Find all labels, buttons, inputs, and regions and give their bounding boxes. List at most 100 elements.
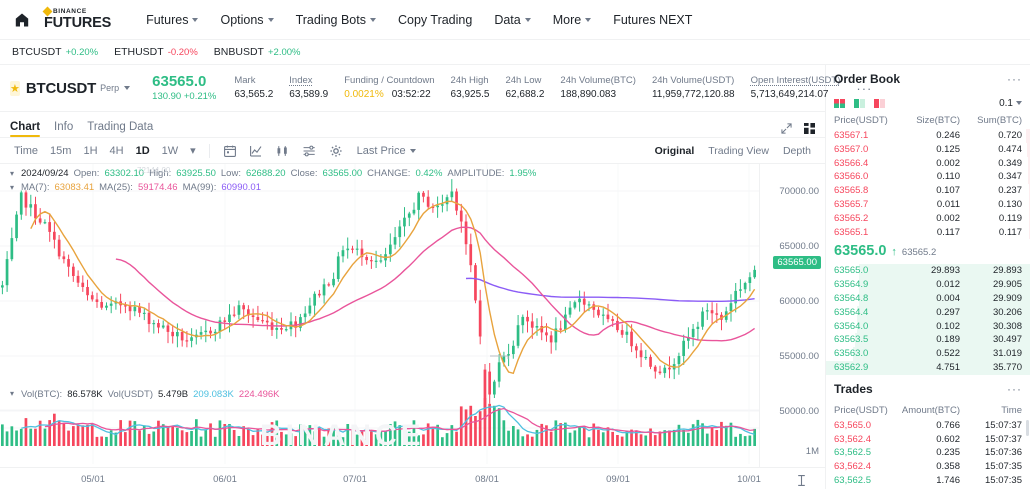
volume-legend: ▾ Vol(BTC): 86.578K Vol(USDT) 5.479B 209.0… (10, 389, 280, 400)
nav-item-copy-trading[interactable]: Copy Trading (387, 13, 483, 27)
ob-sum: 0.119 (998, 212, 1022, 224)
order-book-row[interactable]: 63564.4 0.297 30.206 (826, 305, 1030, 320)
symbol-name[interactable]: BTCUSDT (25, 79, 97, 97)
time-axis[interactable]: 05/01 06/01 07/01 08/01 09/01 10/01 (0, 467, 825, 489)
order-book-row[interactable]: 63563.5 0.189 30.497 (826, 333, 1030, 348)
ticker-item-bnbusdt[interactable]: BNBUSDT +2.00% (214, 46, 301, 58)
price-tick: 60000.00 (779, 296, 819, 307)
view-tab-original[interactable]: Original (654, 144, 695, 157)
expand-icon[interactable] (781, 123, 792, 134)
view-tab-depth[interactable]: Depth (782, 144, 811, 157)
gear-icon[interactable] (323, 144, 349, 157)
interval-1h[interactable]: 1H (83, 144, 98, 157)
interval-1w[interactable]: 1W (161, 144, 179, 157)
ticker-item-ethusdt[interactable]: ETHUSDT -0.20% (114, 46, 198, 58)
tab-info[interactable]: Info (54, 121, 74, 133)
order-book-row[interactable]: 63564.0 0.102 30.308 (826, 319, 1030, 334)
binance-futures-logo[interactable]: BINANCE FUTURES (42, 6, 111, 31)
volume-tick: 1M (805, 446, 819, 457)
crosshair-toggle-icon[interactable] (796, 475, 807, 486)
indicator-chart-icon[interactable] (243, 145, 269, 157)
order-book-row[interactable]: 63563.0 0.522 31.019 (826, 347, 1030, 361)
collapse-chevron-icon[interactable]: ▾ (10, 389, 15, 398)
ob-price: 63565.1 (834, 226, 869, 238)
ohlc-date: 2024/09/24 (21, 168, 69, 179)
nav-item-futures[interactable]: Futures (135, 13, 209, 27)
layout-grid-icon[interactable] (804, 123, 815, 134)
trades-more-button[interactable]: ··· (1007, 381, 1022, 396)
calendar-icon[interactable] (217, 145, 243, 157)
stat-value: 188,890.083 (560, 88, 617, 100)
contract-type-label: Perp (100, 83, 120, 93)
settings-sliders-icon[interactable] (296, 145, 323, 157)
order-book-row[interactable]: 63564.8 0.004 29.909 (826, 291, 1030, 306)
collapse-chevron-icon[interactable]: ▾ (10, 169, 15, 178)
favorite-star-icon[interactable]: ★ (10, 80, 20, 96)
order-book-row[interactable]: 63566.0 0.110 0.347 (826, 170, 1030, 185)
stat-label[interactable]: Index (289, 74, 313, 86)
depth-bar (858, 278, 1030, 292)
chart-toolbar: Time 15m 1H 4H 1D 1W ▾ Last Price Origin… (0, 138, 825, 164)
order-book-row[interactable]: 63564.9 0.012 29.905 (826, 278, 1030, 292)
depth-bar (858, 291, 1030, 306)
order-book-more-button[interactable]: ··· (1007, 72, 1022, 86)
ob-size: 0.012 (936, 279, 960, 291)
orderbook-tick-size-selector[interactable]: 0.1 (999, 98, 1022, 109)
order-book-controls: 0.1 (826, 93, 1030, 113)
order-book-row[interactable]: 63567.0 0.125 0.474 (826, 142, 1030, 157)
orderbook-view-bids-icon[interactable] (854, 98, 865, 108)
orderbook-view-both-icon[interactable] (834, 98, 845, 108)
toolbar-time-label[interactable]: Time (14, 144, 39, 157)
ohlc-amplitude-label: AMPLITUDE: (447, 168, 505, 179)
ticker-item-btcusdt[interactable]: BTCUSDT +0.20% (12, 46, 98, 58)
ticker-strip: BTCUSDT +0.20% ETHUSDT -0.20% BNBUSDT +2.00… (0, 40, 1030, 65)
order-book-row[interactable]: 63565.0 29.893 29.893 (826, 264, 1030, 279)
nav-item-more[interactable]: More (542, 13, 602, 27)
ohlc-legend: ▾ 2024/09/24 Open: 63302.10 High: 63925.50… (10, 168, 536, 179)
interval-15m[interactable]: 15m (50, 144, 72, 157)
stat-label[interactable]: Open Interest(USDT) (750, 74, 841, 86)
nav-item-data[interactable]: Data (483, 13, 541, 27)
vol-ma2-value: 224.496K (238, 389, 280, 400)
candlestick-type-icon[interactable] (269, 145, 296, 157)
price-source-selector[interactable]: Last Price (357, 145, 416, 157)
order-book-row[interactable]: 63565.1 0.117 0.117 (826, 225, 1030, 240)
ob-size: 0.011 (936, 198, 960, 210)
tab-chart[interactable]: Chart (10, 121, 41, 137)
interval-more-caret[interactable]: ▾ (190, 145, 196, 157)
vol-btc-label: Vol(BTC): (21, 389, 63, 400)
order-book-header: Order Book ··· (826, 65, 1030, 93)
home-icon[interactable] (14, 12, 30, 28)
ohlc-close-label: Close: (290, 168, 318, 179)
depth-bar (856, 305, 1030, 320)
interval-1d[interactable]: 1D (135, 144, 150, 157)
trade-price: 63,562.5 (834, 447, 871, 459)
view-tab-trading-view[interactable]: Trading View (708, 144, 769, 157)
ob-sum: 29.905 (992, 279, 1022, 291)
order-book-row[interactable]: 63562.9 4.751 35.770 (826, 360, 1030, 375)
interval-4h[interactable]: 4H (109, 144, 124, 157)
chevron-down-icon[interactable] (124, 86, 131, 90)
nav-item-options[interactable]: Options (209, 13, 284, 27)
symbol-more-button[interactable]: ··· (856, 80, 873, 96)
orderbook-view-asks-icon[interactable] (874, 98, 885, 108)
order-book-row[interactable]: 63565.7 0.011 0.130 (826, 197, 1030, 212)
order-book-row[interactable]: 63565.8 0.107 0.237 (826, 184, 1030, 198)
nav-item-futures-next[interactable]: Futures NEXT (602, 13, 703, 27)
order-book-row[interactable]: 63566.4 0.002 0.349 (826, 156, 1030, 171)
tab-trading-data[interactable]: Trading Data (87, 121, 154, 133)
trade-amount: 0.602 (936, 433, 960, 445)
order-book-row[interactable]: 63565.2 0.002 0.119 (826, 211, 1030, 226)
chart-canvas-area[interactable]: BINANCE ▾ 2024/09/24 Open: 63302.10 High:… (0, 164, 825, 489)
trades-scrollbar[interactable] (1026, 419, 1029, 436)
order-book-row[interactable]: 63567.1 0.246 0.720 (826, 129, 1030, 143)
collapse-chevron-icon[interactable]: ▾ (10, 183, 15, 192)
ob-size: 0.522 (936, 348, 960, 360)
nav-item-trading-bots[interactable]: Trading Bots (285, 13, 387, 27)
trade-row: 63,562.5 0.235 15:07:36 (826, 446, 1030, 460)
funding-countdown-value: 03:52:22 (391, 88, 431, 100)
ob-sum: 0.237 (998, 185, 1022, 197)
price-axis[interactable]: 70000.00 65000.00 63565.00 60000.00 5500… (759, 164, 825, 489)
ob-size: 0.246 (936, 130, 960, 141)
ob-sum: 0.130 (998, 198, 1022, 210)
